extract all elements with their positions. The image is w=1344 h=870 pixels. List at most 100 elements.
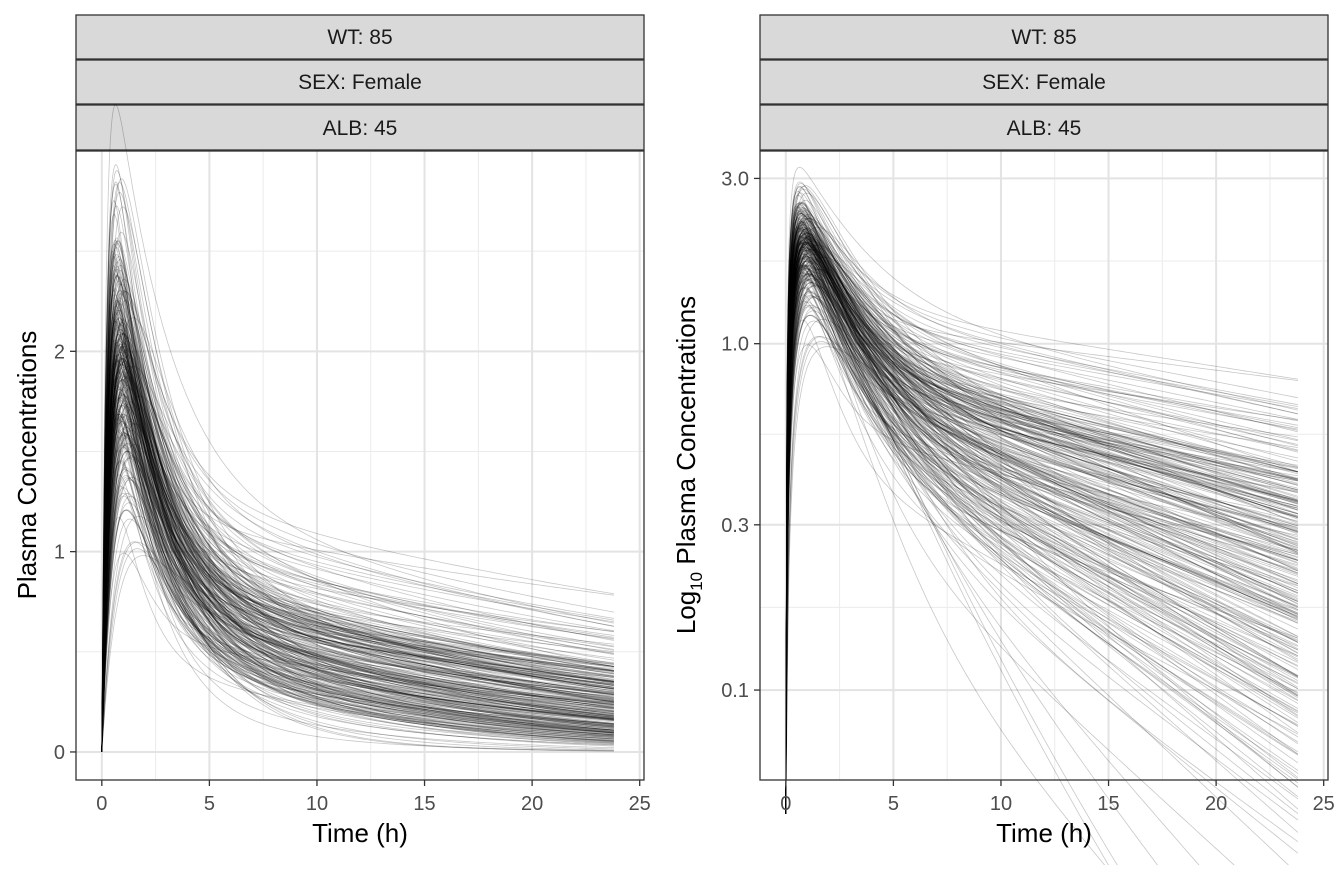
strip-label: SEX: Female <box>982 71 1106 94</box>
x-tick-label: 0 <box>96 793 107 815</box>
y-tick-label: 0.1 <box>721 680 749 702</box>
strip-box <box>75 14 645 60</box>
series-line <box>101 312 614 753</box>
series-line <box>101 322 614 753</box>
series-line <box>785 212 1299 814</box>
series-line <box>785 242 1299 814</box>
series-line <box>101 340 614 753</box>
series-line <box>785 248 1299 814</box>
series-line <box>785 232 1299 814</box>
series-line <box>785 208 1299 814</box>
series-line <box>785 166 1298 814</box>
series-line <box>101 356 614 753</box>
series-line <box>101 442 614 753</box>
series-line <box>101 376 614 753</box>
series-line <box>785 181 1299 814</box>
series-line <box>101 290 614 753</box>
series-line <box>785 278 1299 814</box>
series-line <box>101 276 614 753</box>
series-line <box>101 240 614 753</box>
series-line <box>785 260 1298 814</box>
series-line <box>101 274 614 753</box>
series-line <box>101 444 614 753</box>
series-line <box>101 321 614 753</box>
series-line <box>785 220 1299 814</box>
series-line <box>101 328 614 753</box>
series-line <box>101 317 614 753</box>
series-line <box>785 249 1299 814</box>
series-line <box>785 227 1299 821</box>
series-line <box>101 237 614 753</box>
series-line <box>101 357 614 753</box>
series-line <box>101 555 614 753</box>
series-line <box>785 336 1299 814</box>
series-line <box>101 431 614 753</box>
series-line <box>101 206 614 753</box>
series-line <box>785 236 1299 814</box>
series-line <box>785 243 1299 814</box>
series-line <box>101 302 614 753</box>
series-line <box>101 414 614 753</box>
series-line <box>101 363 614 753</box>
series-line <box>785 241 1299 814</box>
series-line <box>101 309 614 753</box>
series-line <box>101 338 614 753</box>
series-line <box>785 249 1299 814</box>
series-line <box>101 394 614 753</box>
series-line <box>785 252 1298 814</box>
series-line <box>101 450 614 753</box>
series-line <box>785 237 1299 814</box>
series-line <box>785 290 1299 814</box>
series-line <box>785 274 1298 814</box>
series-line <box>785 236 1299 814</box>
series-line <box>101 356 614 753</box>
series-line <box>101 334 614 753</box>
series-line <box>101 385 614 753</box>
series-line <box>785 227 1299 814</box>
series-line <box>785 297 1298 814</box>
series-line <box>101 255 614 753</box>
series-line <box>101 467 614 753</box>
series-line <box>785 272 1299 814</box>
series-line <box>101 450 614 753</box>
strip-label: ALB: 45 <box>323 117 398 140</box>
series-line <box>101 354 614 753</box>
series-line <box>101 348 614 753</box>
series-line <box>785 265 1299 814</box>
series-line <box>101 404 614 753</box>
series-line <box>785 273 1299 814</box>
plot-border <box>759 150 1329 781</box>
series-line <box>101 418 614 753</box>
series-line <box>785 291 1299 814</box>
series-line <box>101 404 614 753</box>
series-line <box>101 178 614 753</box>
series-line <box>101 420 614 753</box>
series-line <box>785 242 1299 814</box>
series-line <box>101 283 614 753</box>
series-line <box>101 299 614 753</box>
x-axis-ticks: 0 5 10 15 20 25 <box>780 780 1335 815</box>
series-line <box>101 324 614 753</box>
series-line <box>785 266 1299 814</box>
series-line <box>785 232 1298 814</box>
series-line <box>785 230 1299 814</box>
series-line <box>785 300 1299 814</box>
series-line <box>101 313 614 753</box>
series-line <box>101 231 614 753</box>
series-line <box>785 237 1298 814</box>
series-line <box>785 237 1299 814</box>
series-line <box>785 240 1299 814</box>
series-line <box>785 269 1299 814</box>
series-line <box>785 240 1298 814</box>
series-line <box>785 202 1299 814</box>
series-line <box>101 337 614 753</box>
gridlines <box>76 151 644 780</box>
series-line <box>785 217 1299 814</box>
series-line <box>785 192 1299 814</box>
series-line <box>101 457 614 753</box>
series-line <box>785 217 1299 814</box>
series-line <box>785 245 1299 814</box>
series-line <box>101 199 614 753</box>
series-line <box>101 416 614 753</box>
series-line <box>101 377 614 753</box>
